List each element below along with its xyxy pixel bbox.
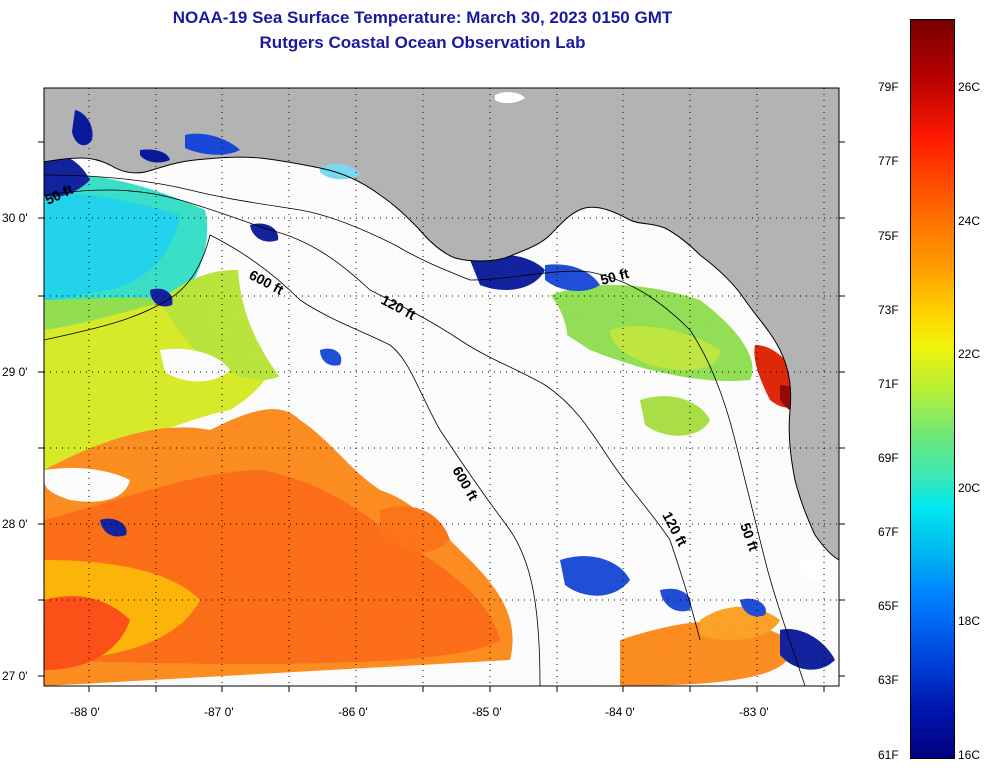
- lat-label-28: 28 0': [2, 517, 28, 531]
- chart-subtitle: Rutgers Coastal Ocean Observation Lab: [259, 33, 586, 52]
- lon-label-87: -87 0': [204, 705, 234, 719]
- cb-label-26c: 26C: [958, 80, 981, 94]
- cb-label-61f: 61F: [878, 748, 899, 762]
- axis-ticks: [38, 141, 845, 692]
- lat-label-27: 27 0': [2, 669, 28, 683]
- contour-label-50ft-east: 50 ft: [599, 265, 631, 288]
- cb-label-77f: 77F: [878, 154, 899, 168]
- cb-label-69f: 69F: [878, 451, 899, 465]
- lon-label-86: -86 0': [338, 705, 368, 719]
- cb-label-20c: 20C: [958, 481, 981, 495]
- cb-label-75f: 75F: [878, 229, 899, 243]
- cb-label-24c: 24C: [958, 214, 981, 228]
- lon-label-88: -88 0': [70, 705, 100, 719]
- chart-title: NOAA-19 Sea Surface Temperature: March 3…: [172, 8, 673, 27]
- sst-map: 50 ft 600 ft 120 ft 50 ft 600 ft 120 ft …: [38, 87, 845, 692]
- lon-label-85: -85 0': [472, 705, 502, 719]
- lon-label-83: -83 0': [739, 705, 769, 719]
- cb-label-67f: 67F: [878, 525, 899, 539]
- land-mass: [44, 88, 839, 560]
- cb-label-73f: 73F: [878, 303, 899, 317]
- cb-label-63f: 63F: [878, 673, 899, 687]
- lat-label-29: 29 0': [2, 365, 28, 379]
- lat-label-30: 30 0': [2, 211, 28, 225]
- cb-label-22c: 22C: [958, 347, 981, 361]
- cb-label-79f: 79F: [878, 80, 899, 94]
- map-frame: [43, 87, 840, 687]
- lon-label-84: -84 0': [605, 705, 635, 719]
- color-scale-bar: [910, 19, 955, 759]
- cb-label-65f: 65F: [878, 599, 899, 613]
- cb-label-16c: 16C: [958, 748, 981, 762]
- bathymetry-contours: [44, 174, 806, 686]
- cb-label-18c: 18C: [958, 614, 981, 628]
- graticule: [44, 88, 839, 686]
- cb-label-71f: 71F: [878, 377, 899, 391]
